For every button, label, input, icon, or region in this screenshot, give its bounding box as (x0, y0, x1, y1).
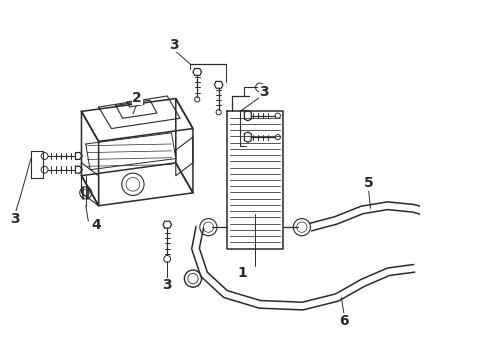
Text: 7: 7 (489, 265, 490, 279)
Text: 5: 5 (364, 176, 373, 190)
Text: 3: 3 (162, 279, 172, 292)
Text: 3: 3 (259, 85, 269, 99)
Text: 3: 3 (11, 212, 20, 226)
Text: 2: 2 (132, 91, 142, 105)
Text: 4: 4 (91, 219, 101, 233)
Text: 1: 1 (237, 266, 246, 280)
Text: 6: 6 (339, 315, 349, 328)
Text: 3: 3 (169, 37, 179, 51)
